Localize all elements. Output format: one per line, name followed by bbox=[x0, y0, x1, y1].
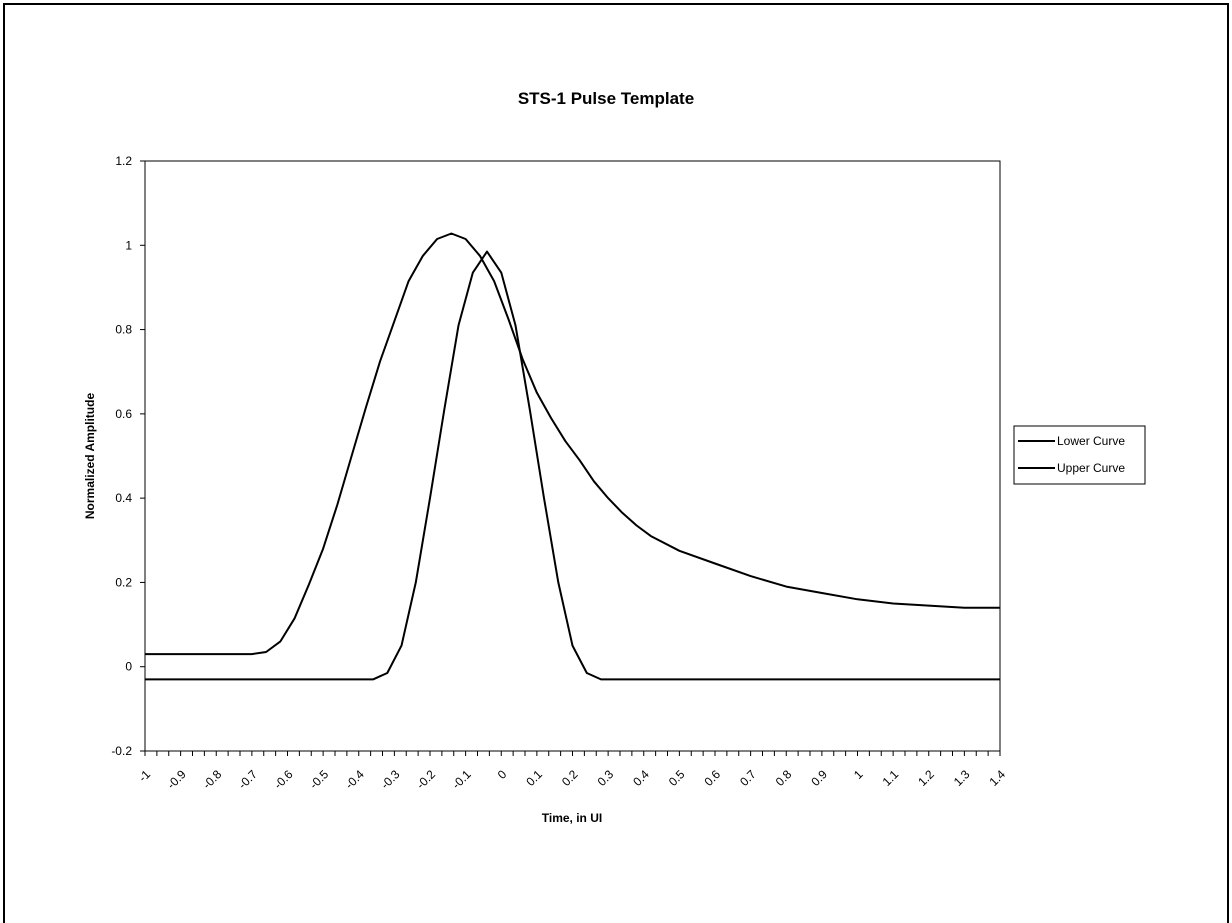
y-tick-label: -0.2 bbox=[111, 744, 132, 758]
x-tick-label: 1.4 bbox=[986, 767, 1008, 789]
legend: Lower Curve Upper Curve bbox=[1013, 425, 1146, 485]
x-tick-label: 1.1 bbox=[880, 767, 902, 789]
x-axis-title: Time, in UI bbox=[542, 811, 602, 825]
x-tick-label: 0.5 bbox=[666, 767, 688, 789]
y-tick-label: 0.4 bbox=[115, 491, 132, 505]
x-tick-label: 1.2 bbox=[915, 767, 937, 789]
x-tick-label: 1 bbox=[851, 767, 866, 782]
series-layer bbox=[145, 232, 1000, 681]
legend-label-lower-curve: Lower Curve bbox=[1057, 434, 1125, 448]
x-tick-label: 1.3 bbox=[951, 767, 973, 789]
x-tick-label: -1 bbox=[136, 767, 154, 785]
x-tick-label: 0.6 bbox=[701, 767, 723, 789]
chart-title: STS-1 Pulse Template bbox=[518, 89, 694, 108]
x-tick-label: 0.2 bbox=[559, 767, 581, 789]
y-tick-label: 0 bbox=[125, 660, 132, 674]
y-axis: -0.2 0 0.2 0.4 0.6 0.8 1 1.2 bbox=[111, 154, 145, 758]
x-tick-label: -0.7 bbox=[235, 767, 260, 792]
series-line-upper-curve bbox=[145, 232, 1000, 656]
x-tick-label: -0.3 bbox=[378, 767, 403, 792]
x-tick-label: 0.8 bbox=[773, 767, 795, 789]
y-tick-label: 0.2 bbox=[115, 575, 132, 589]
x-tick-label: -0.6 bbox=[271, 767, 296, 792]
x-tick-label: 0.3 bbox=[595, 767, 617, 789]
series-line-lower-curve bbox=[145, 250, 1000, 681]
x-tick-label: -0.5 bbox=[307, 767, 332, 792]
plot-area bbox=[144, 160, 1001, 752]
x-tick-label: -0.1 bbox=[449, 767, 474, 792]
legend-box bbox=[1013, 425, 1146, 485]
x-tick-label: -0.4 bbox=[342, 767, 367, 792]
x-axis: -1 -0.9 -0.8 -0.7 -0.6 -0.5 -0.4 -0.3 -0.2 -0.1 0 0… bbox=[136, 751, 1008, 792]
x-tick-label: 0.4 bbox=[630, 767, 652, 789]
x-tick-label: -0.9 bbox=[164, 767, 189, 792]
x-tick-label: 0.7 bbox=[737, 767, 759, 789]
y-tick-label: 1.2 bbox=[115, 154, 132, 168]
x-tick-label: 0.9 bbox=[808, 767, 830, 789]
y-axis-title: Normalized Amplitude bbox=[83, 393, 97, 520]
x-tick-label: -0.8 bbox=[200, 767, 225, 792]
x-tick-label: 0 bbox=[495, 767, 510, 782]
y-tick-label: 0.6 bbox=[115, 407, 132, 421]
x-tick-label: -0.2 bbox=[414, 767, 439, 792]
x-tick-label: 0.1 bbox=[523, 767, 545, 789]
y-tick-label: 1 bbox=[125, 238, 132, 252]
y-tick-label: 0.8 bbox=[115, 323, 132, 337]
legend-label-upper-curve: Upper Curve bbox=[1057, 461, 1125, 475]
